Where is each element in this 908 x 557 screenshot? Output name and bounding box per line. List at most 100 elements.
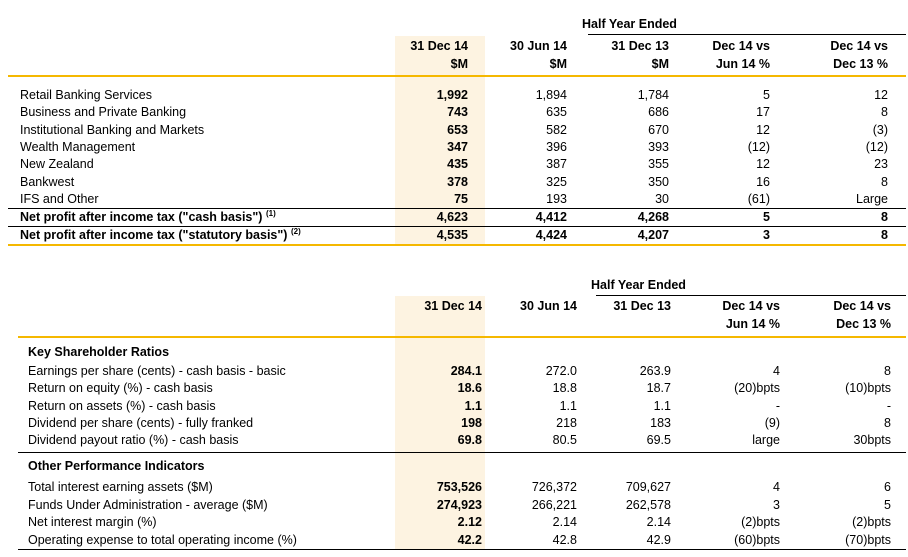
- col-header-5-line2: Dec 13 %: [833, 57, 888, 71]
- cell-col-2: 396: [546, 139, 567, 154]
- cell-col-5: 6: [884, 480, 891, 494]
- cell-col-1: 198: [461, 415, 482, 430]
- cell-col-3: 4,268: [637, 210, 669, 224]
- cell-col-1: 743: [447, 105, 468, 120]
- cell-col-1: 75: [454, 191, 468, 206]
- cell-col-2: 726,372: [531, 480, 577, 494]
- cell-col-5: (10)bpts: [845, 381, 891, 396]
- cell-col-5: 8: [881, 228, 888, 242]
- cell-col-3: 670: [648, 122, 669, 137]
- table-row: Business and Private Banking 743 635 686 17 8: [0, 104, 908, 120]
- cell-col-4: 4: [773, 364, 780, 378]
- col-header-3-line2: $M: [651, 57, 669, 71]
- cell-col-3: 69.5: [646, 433, 671, 448]
- cell-col-4: -: [775, 398, 780, 413]
- row-label-text: Net interest margin (%): [28, 515, 157, 530]
- group-header-underline: [588, 34, 906, 35]
- cell-col-3: 183: [650, 415, 671, 430]
- table-bottom-rule-yellow: [8, 244, 906, 246]
- cell-col-2: 4,412: [535, 210, 567, 224]
- cell-col-2: 266,221: [531, 497, 577, 512]
- indicator-row: Operating expense to total operating inc…: [0, 532, 908, 548]
- row-label: Total interest earning assets ($M): [28, 479, 213, 495]
- col-header-4-line1: Dec 14 vs: [712, 39, 770, 53]
- footnote-marker: (2): [290, 227, 301, 236]
- row-label-text: Operating expense to total operating inc…: [28, 532, 297, 547]
- t2-bottom-rule: [18, 549, 906, 550]
- totals-rule: [8, 208, 906, 209]
- t2-col-header-5-line2: Dec 13 %: [836, 317, 891, 331]
- section-divider: [18, 452, 906, 453]
- cell-col-4: large: [752, 433, 780, 448]
- row-label: Dividend per share (cents) - fully frank…: [28, 415, 253, 431]
- cell-col-5: (3): [872, 122, 888, 137]
- table-row: Retail Banking Services 1,992 1,894 1,784 5 1…: [0, 87, 908, 103]
- t2-col-header-5-line1: Dec 14 vs: [833, 299, 891, 313]
- cell-col-3: 18.7: [646, 381, 671, 396]
- row-label-text: Net profit after income tax ("cash basis…: [20, 210, 263, 224]
- cell-col-4: (61): [747, 191, 770, 206]
- row-label-text: Retail Banking Services: [20, 88, 153, 102]
- cell-col-3: 393: [648, 139, 669, 154]
- cell-col-3: 30: [655, 191, 669, 206]
- group-header-underline-2: [596, 295, 906, 296]
- cell-col-4: (20)bpts: [734, 381, 780, 396]
- row-label-text: IFS and Other: [20, 191, 99, 206]
- cell-col-5: (12): [865, 139, 888, 154]
- cell-col-5: 12: [874, 88, 888, 102]
- row-label-text: Bankwest: [20, 174, 75, 189]
- cell-col-2: 325: [546, 174, 567, 189]
- totals-rule-2: [8, 226, 906, 227]
- group-header: Half Year Ended: [582, 17, 677, 31]
- cell-col-4: 5: [763, 210, 770, 224]
- row-label: Wealth Management: [20, 139, 135, 155]
- cell-col-3: 262,578: [625, 497, 671, 512]
- cell-col-5: 8: [881, 210, 888, 224]
- cell-col-5: (70)bpts: [845, 532, 891, 547]
- t2-header-rule-yellow: [18, 336, 906, 338]
- cell-col-1: 378: [447, 174, 468, 189]
- row-label: Retail Banking Services: [20, 87, 152, 103]
- cell-col-1: 347: [447, 139, 468, 154]
- cell-col-4: 3: [773, 497, 780, 512]
- cell-col-4: (60)bpts: [734, 532, 780, 547]
- cell-col-3: 2.14: [646, 515, 671, 530]
- highlight-column-current-2: [395, 296, 485, 550]
- col-header-2-line2: $M: [549, 57, 567, 71]
- row-label: Dividend payout ratio (%) - cash basis: [28, 432, 239, 448]
- table-row: Wealth Management 347 396 393 (12) (12): [0, 139, 908, 155]
- cell-col-4: 5: [763, 88, 770, 102]
- ratio-row: Dividend payout ratio (%) - cash basis 69…: [0, 432, 908, 448]
- cell-col-5: -: [886, 398, 891, 413]
- cell-col-3: 686: [648, 105, 669, 120]
- total-row: Net profit after income tax ("statutory …: [0, 227, 908, 243]
- row-label: Business and Private Banking: [20, 104, 186, 120]
- col-header-2-line1: 30 Jun 14: [510, 39, 567, 53]
- t2-col-header-4-line1: Dec 14 vs: [722, 299, 780, 313]
- cell-col-5: Large: [856, 191, 888, 206]
- t2-col-header-2: 30 Jun 14: [520, 299, 577, 313]
- group-header-2: Half Year Ended: [591, 278, 686, 292]
- row-label-text: Dividend per share (cents) - fully frank…: [28, 415, 254, 430]
- cell-col-2: 582: [546, 122, 567, 137]
- cell-col-3: 263.9: [639, 364, 671, 378]
- cell-col-5: 8: [881, 105, 888, 120]
- cell-col-4: (12): [747, 139, 770, 154]
- row-label: Return on equity (%) - cash basis: [28, 380, 213, 396]
- cell-col-4: 3: [763, 228, 770, 242]
- cell-col-1: 4,535: [436, 228, 468, 242]
- col-header-4-line2: Jun 14 %: [715, 57, 770, 71]
- row-label-text: Return on equity (%) - cash basis: [28, 381, 213, 396]
- cell-col-5: 23: [874, 157, 888, 172]
- cell-col-5: 30bpts: [853, 433, 891, 448]
- cell-col-5: 5: [884, 497, 891, 512]
- cell-col-4: 4: [773, 480, 780, 494]
- cell-col-4: (9): [764, 415, 780, 430]
- cell-col-2: 272.0: [545, 364, 577, 378]
- cell-col-2: 1,894: [535, 88, 567, 102]
- cell-col-2: 80.5: [552, 433, 577, 448]
- row-label: Net profit after income tax ("cash basis…: [20, 209, 276, 225]
- cell-col-4: (2)bpts: [741, 515, 780, 530]
- cell-col-2: 193: [546, 191, 567, 206]
- cell-col-1: 1,992: [436, 88, 468, 102]
